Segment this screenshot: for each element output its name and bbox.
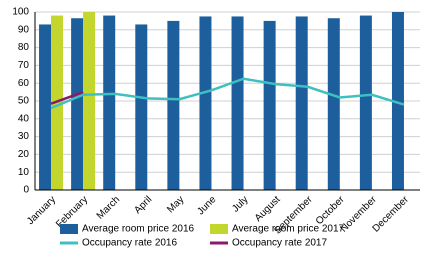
y-tick-label: 100 [12,7,29,18]
y-tick-label: 70 [18,60,30,71]
bar [199,16,212,191]
y-tick-label: 80 [18,42,30,53]
bar [135,24,148,191]
bar [391,12,404,190]
legend-label: Occupancy rate 2017 [232,238,327,249]
bar [83,12,96,190]
x-tick-label: March [95,194,122,221]
bar [263,20,276,191]
bar [103,15,116,191]
legend-label: Average room price 2017 [232,224,345,235]
x-tick-label: April [132,194,154,216]
legend-label: Average room price 2016 [82,224,195,235]
bar [39,24,52,191]
bar [327,18,340,191]
bar [167,20,180,191]
x-tick-label: June [195,194,218,217]
y-tick-label: 50 [18,96,30,107]
x-tick-label: May [165,194,186,215]
y-tick-label: 60 [18,78,30,89]
x-tick-label: July [230,194,250,214]
legend-swatch [210,224,228,234]
bar [231,16,244,191]
legend-label: Occupancy rate 2016 [82,238,177,249]
bar [295,16,308,191]
bar [71,18,84,191]
y-tick-label: 0 [23,185,29,196]
line [50,77,405,110]
y-tick-label: 90 [18,24,30,35]
bar [359,15,372,191]
y-tick-label: 20 [18,149,30,160]
legend-swatch [60,224,78,234]
x-tick-label: August [253,194,283,224]
y-tick-label: 30 [18,131,30,142]
line [50,90,84,105]
y-tick-label: 40 [18,113,30,124]
y-tick-label: 10 [18,167,30,178]
